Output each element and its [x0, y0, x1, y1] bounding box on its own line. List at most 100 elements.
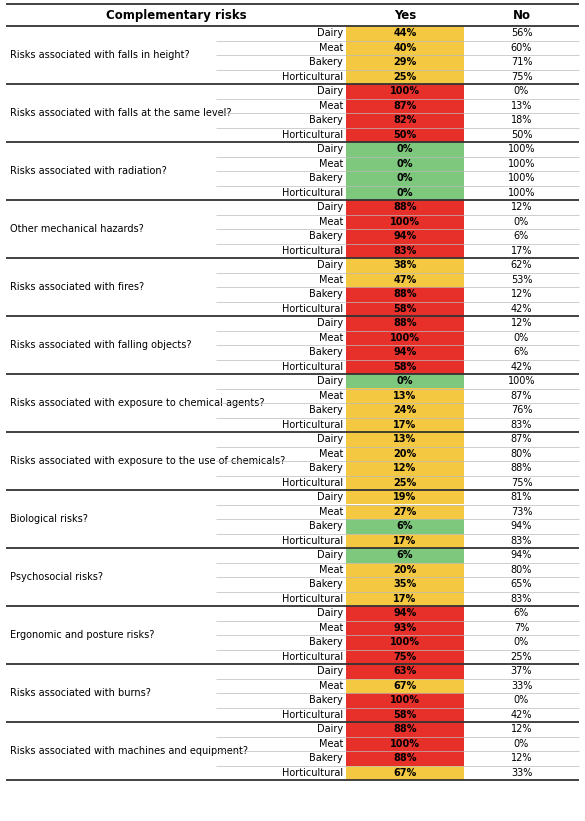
- Text: Horticultural: Horticultural: [282, 594, 343, 603]
- Bar: [346, 562, 464, 577]
- Text: 12%: 12%: [511, 753, 532, 764]
- Bar: [346, 331, 464, 345]
- Bar: [6, 388, 579, 403]
- Text: 58%: 58%: [393, 362, 417, 372]
- Text: 12%: 12%: [511, 319, 532, 328]
- Text: 83%: 83%: [393, 245, 417, 256]
- Bar: [6, 621, 579, 635]
- Text: Horticultural: Horticultural: [282, 71, 343, 82]
- Bar: [6, 186, 579, 200]
- Text: 12%: 12%: [511, 289, 532, 299]
- Text: Bakery: Bakery: [309, 637, 343, 647]
- Text: 17%: 17%: [393, 536, 417, 546]
- Text: 50%: 50%: [511, 130, 532, 140]
- Text: Dairy: Dairy: [317, 144, 343, 154]
- Text: 100%: 100%: [508, 158, 535, 169]
- Bar: [6, 345, 579, 360]
- Bar: [6, 26, 579, 40]
- Text: 6%: 6%: [397, 521, 413, 531]
- Text: 75%: 75%: [393, 652, 417, 662]
- Text: Bakery: Bakery: [309, 695, 343, 705]
- Text: 17%: 17%: [393, 420, 417, 429]
- Text: 25%: 25%: [393, 71, 417, 82]
- Text: 17%: 17%: [511, 245, 532, 256]
- Bar: [6, 678, 579, 693]
- Bar: [346, 40, 464, 55]
- Text: 50%: 50%: [393, 130, 417, 140]
- Text: 6%: 6%: [514, 347, 529, 357]
- Bar: [346, 113, 464, 127]
- Text: 88%: 88%: [393, 319, 417, 328]
- Bar: [6, 475, 579, 490]
- Text: Meat: Meat: [319, 158, 343, 169]
- Text: 100%: 100%: [508, 173, 535, 183]
- Text: Bakery: Bakery: [309, 115, 343, 126]
- Bar: [346, 301, 464, 316]
- Bar: [346, 534, 464, 548]
- Text: 6%: 6%: [397, 550, 413, 560]
- Text: 76%: 76%: [511, 406, 532, 415]
- Bar: [346, 127, 464, 142]
- Text: 29%: 29%: [393, 57, 417, 67]
- Bar: [346, 664, 464, 678]
- Text: Meat: Meat: [319, 217, 343, 227]
- Text: Dairy: Dairy: [317, 28, 343, 39]
- Text: 42%: 42%: [511, 362, 532, 372]
- Text: 25%: 25%: [511, 652, 532, 662]
- Text: 73%: 73%: [511, 507, 532, 516]
- Text: 100%: 100%: [390, 86, 420, 96]
- Text: Dairy: Dairy: [317, 86, 343, 96]
- Text: Psychosocial risks?: Psychosocial risks?: [10, 572, 103, 582]
- Bar: [346, 229, 464, 244]
- Bar: [346, 736, 464, 751]
- Text: Meat: Meat: [319, 507, 343, 516]
- Bar: [6, 214, 579, 229]
- Text: No: No: [512, 8, 531, 21]
- Text: Dairy: Dairy: [317, 667, 343, 677]
- Text: 25%: 25%: [393, 478, 417, 488]
- Text: 7%: 7%: [514, 623, 529, 633]
- Text: 88%: 88%: [393, 202, 417, 213]
- Bar: [346, 475, 464, 490]
- Bar: [6, 534, 579, 548]
- Bar: [6, 504, 579, 519]
- Text: Bakery: Bakery: [309, 753, 343, 764]
- Text: Bakery: Bakery: [309, 232, 343, 241]
- Bar: [346, 751, 464, 765]
- Text: Risks associated with exposure to the use of chemicals?: Risks associated with exposure to the us…: [10, 456, 285, 466]
- Bar: [6, 708, 579, 722]
- Text: 19%: 19%: [393, 493, 417, 502]
- Bar: [6, 490, 579, 504]
- Text: Bakery: Bakery: [309, 347, 343, 357]
- Bar: [346, 84, 464, 99]
- Text: Horticultural: Horticultural: [282, 130, 343, 140]
- Text: 0%: 0%: [514, 637, 529, 647]
- Text: 0%: 0%: [514, 86, 529, 96]
- Text: 87%: 87%: [511, 391, 532, 401]
- Text: 100%: 100%: [508, 376, 535, 386]
- Bar: [6, 70, 579, 84]
- Text: 100%: 100%: [390, 333, 420, 342]
- Bar: [6, 301, 579, 316]
- Text: 88%: 88%: [393, 724, 417, 734]
- Text: Yes: Yes: [394, 8, 416, 21]
- Bar: [346, 287, 464, 301]
- Text: 20%: 20%: [393, 449, 417, 459]
- Text: 35%: 35%: [393, 580, 417, 589]
- Text: 56%: 56%: [511, 28, 532, 39]
- Text: Bakery: Bakery: [309, 289, 343, 299]
- Bar: [346, 447, 464, 461]
- Text: 0%: 0%: [514, 333, 529, 342]
- Text: 42%: 42%: [511, 304, 532, 314]
- Text: Dairy: Dairy: [317, 434, 343, 444]
- Text: 100%: 100%: [390, 217, 420, 227]
- Bar: [346, 360, 464, 374]
- Text: 88%: 88%: [393, 289, 417, 299]
- Bar: [6, 287, 579, 301]
- Text: Bakery: Bakery: [309, 173, 343, 183]
- Text: Dairy: Dairy: [317, 550, 343, 560]
- Text: 0%: 0%: [397, 376, 413, 386]
- Bar: [6, 142, 579, 157]
- Text: Complementary risks: Complementary risks: [106, 8, 246, 21]
- Text: Horticultural: Horticultural: [282, 245, 343, 256]
